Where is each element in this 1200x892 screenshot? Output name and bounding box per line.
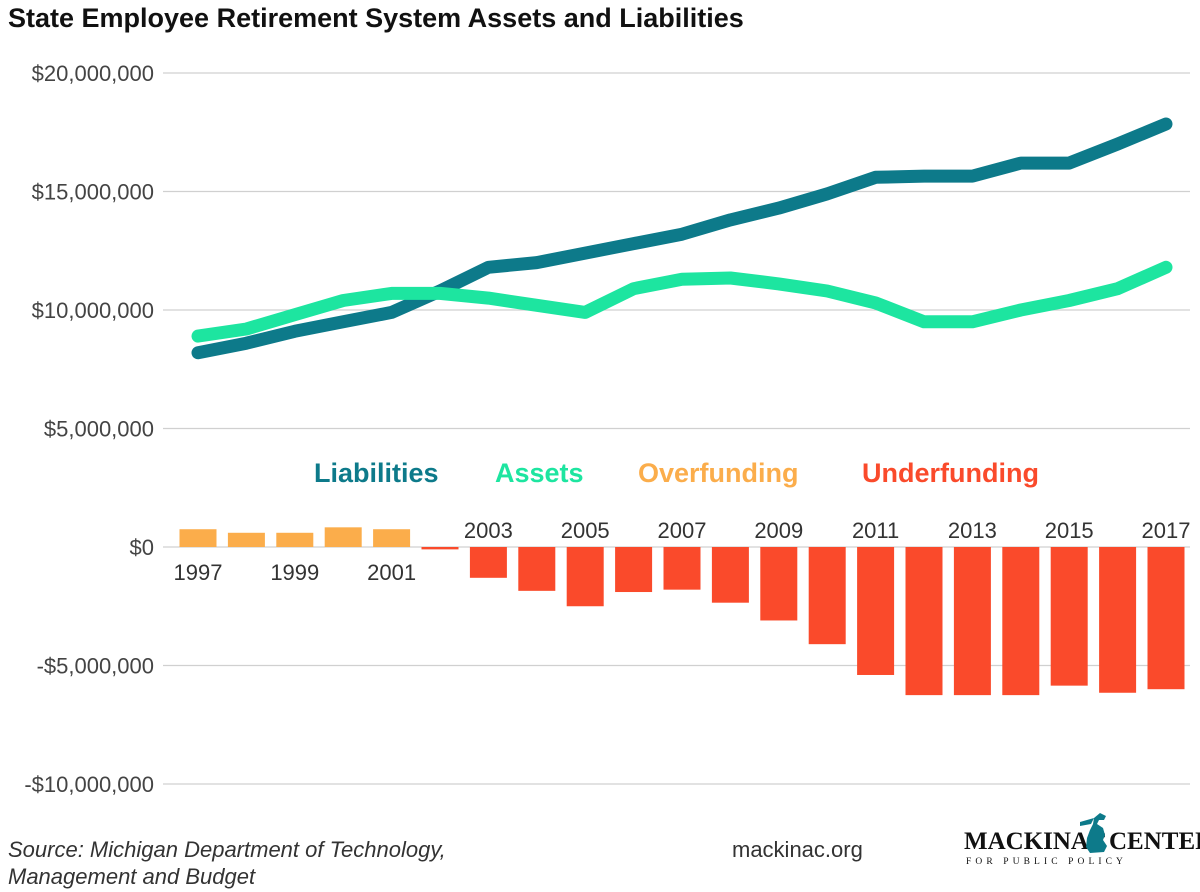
bar-underfunding [469,547,507,578]
bar-underfunding [1002,547,1040,696]
line-liabilities [191,117,1173,360]
x-tick-label: 2015 [1045,518,1094,543]
michigan-mitten-icon [1080,813,1107,853]
chart-title: State Employee Retirement System Assets … [8,3,744,33]
bar-underfunding [421,547,459,550]
x-tick-label: 2009 [754,518,803,543]
y-tick-label: -$5,000,000 [37,654,154,679]
bar-underfunding [953,547,991,696]
x-tick-label: 2003 [464,518,513,543]
line-assets [191,260,1173,343]
source-line-2: Management and Budget [8,864,256,889]
y-tick-label: $10,000,000 [32,298,154,323]
legend-underfunding: Underfunding [862,458,1039,488]
y-tick-label: $15,000,000 [32,180,154,205]
x-axis-ticks: 1997 1999 2001 2003 2005 2007 2009 2011 2013 2015… [174,518,1191,585]
footer: Source: Michigan Department of Technolog… [8,813,1200,889]
bar-underfunding [566,547,604,607]
bar-overfunding [227,532,265,547]
logo-wordmark-right: CENTER [1109,828,1200,855]
x-tick-label: 2005 [561,518,610,543]
logo-tagline: FOR PUBLIC POLICY [966,857,1127,867]
y-tick-label: $0 [130,535,154,560]
website-link[interactable]: mackinac.org [732,837,863,862]
legend-assets: Assets [495,458,584,488]
bar-underfunding [663,547,701,590]
bar-underfunding [711,547,749,603]
bar-underfunding [905,547,943,696]
bar-underfunding [808,547,846,645]
bar-underfunding [1099,547,1137,693]
x-tick-label: 2001 [367,560,416,585]
x-tick-label: 2013 [948,518,997,543]
bar-underfunding [760,547,798,621]
source-line-1: Source: Michigan Department of Technolog… [8,837,446,862]
x-tick-label: 2007 [658,518,707,543]
bar-overfunding [179,529,217,547]
legend: Liabilities Assets Overfunding Underfund… [314,458,1039,488]
x-tick-label: 1997 [174,560,223,585]
logo-wordmark-left: MACKINAC [964,828,1107,855]
bar-underfunding [615,547,653,593]
bar-overfunding [373,529,411,547]
y-tick-label: $20,000,000 [32,61,154,86]
x-tick-label: 1999 [270,560,319,585]
bar-overfunding [324,527,362,547]
x-tick-label: 2011 [852,518,899,543]
mackinac-logo: MACKINAC CENTER FOR PUBLIC POLICY [964,813,1200,867]
bar-underfunding [1050,547,1088,686]
y-axis-ticks: $20,000,000 $15,000,000 $10,000,000 $5,000,… [24,61,154,797]
line-series [191,117,1173,360]
legend-liabilities: Liabilities [314,458,439,488]
bar-series [179,527,1185,696]
bar-overfunding [276,532,314,547]
y-tick-label: -$10,000,000 [24,772,154,797]
bar-underfunding [518,547,556,591]
x-tick-label: 2017 [1142,518,1191,543]
legend-overfunding: Overfunding [638,458,799,488]
bar-underfunding [1147,547,1185,690]
y-tick-label: $5,000,000 [44,417,154,442]
bar-underfunding [857,547,895,675]
